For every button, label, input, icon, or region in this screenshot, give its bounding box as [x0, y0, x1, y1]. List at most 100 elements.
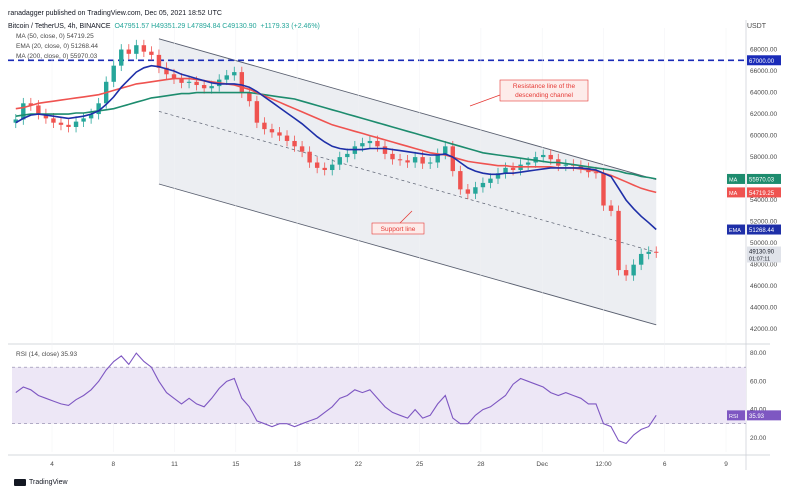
candle-body[interactable]	[126, 49, 131, 54]
candle-body[interactable]	[465, 189, 471, 194]
candle-body[interactable]	[13, 119, 18, 123]
candle-body[interactable]	[578, 165, 584, 168]
rsi-tag-value-box	[747, 410, 781, 421]
candle-body[interactable]	[405, 160, 410, 163]
candle-body[interactable]	[367, 140, 373, 144]
resistance-annotation-box[interactable]	[499, 79, 589, 102]
candle-body[interactable]	[631, 264, 636, 276]
tradingview-logo[interactable]: TradingView	[14, 479, 68, 486]
candle-body[interactable]	[412, 157, 418, 163]
candle-body[interactable]	[503, 167, 508, 174]
candle-body[interactable]	[443, 146, 448, 154]
candle-body[interactable]	[548, 154, 553, 160]
candle-body[interactable]	[458, 171, 463, 190]
candle-body[interactable]	[292, 140, 297, 147]
candle-body[interactable]	[435, 153, 440, 163]
candle-body[interactable]	[186, 81, 192, 83]
candle-body[interactable]	[156, 54, 162, 68]
candle-body[interactable]	[337, 157, 342, 165]
candle-body[interactable]	[495, 173, 501, 179]
candle-body[interactable]	[480, 182, 486, 188]
candle-body[interactable]	[307, 151, 312, 163]
rsi-line[interactable]	[15, 352, 657, 445]
candle-body[interactable]	[239, 72, 245, 93]
candle-body[interactable]	[427, 162, 433, 164]
support-line[interactable]	[158, 183, 657, 326]
candle-body[interactable]	[171, 74, 177, 79]
candle-body[interactable]	[284, 135, 290, 141]
candle-body[interactable]	[96, 103, 101, 115]
candle-body[interactable]	[510, 167, 516, 171]
candle-body[interactable]	[382, 146, 388, 154]
resistance-annotation-arrow	[469, 94, 501, 107]
price-tag-value: 54719.25	[749, 191, 775, 197]
candle-body[interactable]	[164, 67, 169, 75]
candle-body[interactable]	[232, 72, 237, 76]
candle-body[interactable]	[262, 122, 267, 130]
candle-body[interactable]	[201, 85, 207, 89]
support-annotation-arrow	[399, 210, 413, 224]
candle-body[interactable]	[623, 270, 629, 276]
candle-body[interactable]	[88, 114, 94, 119]
candle-body[interactable]	[541, 154, 546, 158]
ma50-legend[interactable]: MA (50, close, 0) 54719.25	[16, 33, 94, 40]
ema20-legend[interactable]: EMA (20, close, 0) 51268.44	[16, 43, 99, 50]
ma200-legend[interactable]: MA (200, close, 0) 55970.03	[16, 53, 98, 60]
candle-body[interactable]	[345, 153, 350, 158]
candle-body[interactable]	[397, 159, 403, 161]
candle-body[interactable]	[81, 118, 86, 122]
candle-body[interactable]	[194, 81, 199, 86]
rsi-legend[interactable]: RSI (14, close) 35.93	[16, 351, 78, 358]
candle-body[interactable]	[299, 146, 305, 152]
price-tick-label: 52000.00	[750, 219, 777, 226]
candle-body[interactable]	[269, 129, 275, 133]
candle-body[interactable]	[563, 164, 569, 166]
candle-body[interactable]	[149, 51, 154, 55]
candle-body[interactable]	[277, 132, 282, 136]
candle-body[interactable]	[375, 140, 380, 147]
candle-body[interactable]	[51, 118, 56, 123]
candle-body[interactable]	[390, 153, 395, 160]
candle-body[interactable]	[73, 121, 79, 127]
candle-body[interactable]	[111, 65, 116, 82]
candle-body[interactable]	[646, 251, 651, 254]
candle-body[interactable]	[608, 205, 614, 211]
candle-body[interactable]	[654, 251, 659, 253]
candle-body[interactable]	[473, 187, 478, 194]
ma200-line[interactable]	[15, 91, 657, 180]
candle-body[interactable]	[141, 45, 147, 52]
candle-body[interactable]	[28, 103, 34, 106]
candle-body[interactable]	[179, 78, 184, 83]
support-annotation-box[interactable]	[371, 222, 425, 235]
price-tag-value-box	[747, 187, 781, 198]
candle-body[interactable]	[224, 75, 229, 80]
candle-body[interactable]	[314, 162, 320, 168]
horizontal-level-tag	[747, 55, 781, 66]
candle-body[interactable]	[247, 92, 252, 102]
resistance-line[interactable]	[158, 38, 657, 181]
candle-body[interactable]	[525, 162, 531, 165]
candle-body[interactable]	[488, 178, 493, 183]
candle-body[interactable]	[450, 146, 455, 172]
candle-body[interactable]	[616, 210, 621, 271]
candle-body[interactable]	[43, 114, 49, 119]
candle-body[interactable]	[593, 172, 599, 174]
candle-body[interactable]	[420, 157, 425, 164]
candle-body[interactable]	[638, 253, 644, 265]
candle-body[interactable]	[360, 143, 365, 147]
candle-body[interactable]	[601, 173, 606, 206]
candle-body[interactable]	[322, 167, 327, 171]
candle-body[interactable]	[330, 164, 335, 171]
time-tick-label: 28	[477, 461, 485, 468]
ema20-line[interactable]	[15, 64, 657, 231]
candle-body[interactable]	[36, 105, 41, 115]
candle-body[interactable]	[254, 101, 260, 123]
candle-body[interactable]	[119, 49, 124, 66]
candle-body[interactable]	[134, 45, 139, 54]
candle-body[interactable]	[58, 122, 64, 125]
candle-body[interactable]	[209, 86, 214, 89]
candle-body[interactable]	[21, 103, 26, 120]
candle-body[interactable]	[66, 124, 71, 127]
ma50-line[interactable]	[15, 77, 657, 194]
